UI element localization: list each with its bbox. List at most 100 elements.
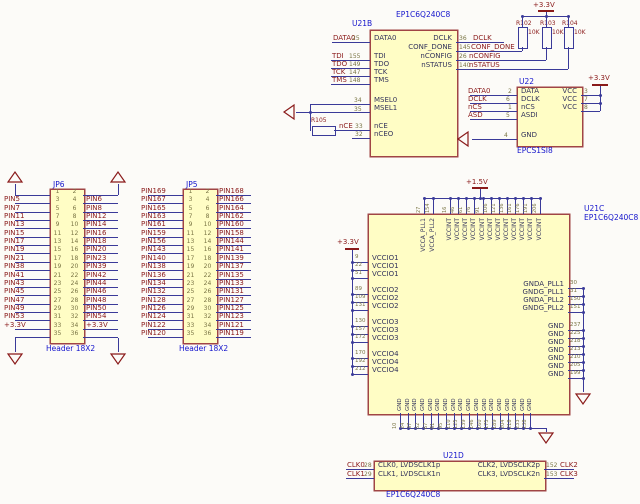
wire — [544, 478, 574, 479]
jp5-part-title: Header 18X2 — [179, 344, 229, 353]
pin-name: GND — [458, 398, 464, 411]
wire — [216, 245, 251, 246]
pin-number: 140 — [459, 62, 471, 69]
wire — [83, 320, 118, 321]
pin-name: GND — [527, 398, 533, 411]
wire — [568, 296, 583, 297]
wire — [352, 358, 368, 359]
net-label: PIN166 — [219, 195, 244, 203]
wire — [83, 228, 118, 229]
pin-name: VCC — [562, 87, 577, 95]
net-label: CLK0 — [347, 461, 365, 469]
junction-dot — [529, 196, 533, 200]
pin-number: 67 — [423, 422, 429, 429]
net-label: PIN20 — [86, 245, 107, 253]
header-pin-number: 33 — [53, 322, 62, 329]
pin-number: 9 — [355, 254, 359, 260]
wire — [424, 198, 425, 214]
ground-symbol-icon — [537, 432, 555, 445]
ground-symbol-icon — [6, 170, 24, 183]
wire — [83, 245, 118, 246]
u21d-part-title: EP1C6Q240C8 — [386, 490, 441, 499]
header-pin-number: 4 — [72, 196, 77, 203]
wire — [216, 237, 251, 238]
wire — [568, 378, 583, 379]
junction-dot — [483, 426, 487, 430]
pin-name: GND — [497, 398, 503, 411]
wire — [581, 111, 600, 112]
header-pin-number: 7 — [188, 213, 193, 220]
pin-number: 31 — [570, 288, 577, 294]
net-label: PIN143 — [141, 245, 166, 253]
net-label: PIN47 — [4, 296, 25, 304]
wire — [568, 16, 569, 27]
pin-name: DCLK — [521, 95, 540, 103]
wire — [474, 198, 475, 214]
wire — [491, 198, 492, 214]
wire — [83, 287, 118, 288]
header-pin-number: 18 — [70, 255, 79, 262]
junction-dot — [308, 110, 312, 114]
pin-name: GNDA_PLL1 — [523, 280, 564, 288]
wire — [540, 198, 541, 214]
header-pin-number: 35 — [186, 330, 195, 337]
net-label: CLK3 — [560, 470, 578, 478]
pin-number: 33 — [355, 123, 363, 130]
header-pin-number: 22 — [70, 272, 79, 279]
wire — [568, 338, 583, 339]
junction-dot — [581, 328, 585, 332]
wire — [15, 195, 50, 196]
wire — [310, 112, 370, 113]
header-pin-number: 13 — [186, 238, 195, 245]
wire — [352, 294, 368, 295]
net-label: PIN48 — [86, 296, 107, 304]
wire — [148, 320, 183, 321]
junction-dot — [467, 426, 471, 430]
pin-name: VCCINT — [519, 218, 526, 241]
u21c-power-15-label: +1.5V — [466, 178, 488, 186]
net-label: PIN128 — [141, 296, 166, 304]
wire — [470, 103, 517, 104]
net-label: PIN8 — [86, 204, 102, 212]
wire — [216, 262, 251, 263]
pin-number: 35 — [354, 106, 362, 113]
header-pin-number: 2 — [72, 188, 77, 195]
net-label: PIN138 — [141, 262, 166, 270]
u21c-part-title: EP1C6Q240C8 — [584, 213, 639, 222]
wire — [546, 47, 547, 60]
pin-name: GND — [397, 398, 403, 411]
pin-number: 106 — [483, 203, 489, 213]
pin-number: 213 — [570, 346, 581, 352]
net-label: PIN11 — [4, 212, 25, 220]
wire — [352, 374, 368, 375]
pin-number: 76 — [466, 206, 472, 213]
wire — [216, 287, 251, 288]
header-pin-number: 21 — [186, 272, 195, 279]
pin-number: 2 — [508, 88, 512, 95]
wire — [352, 278, 368, 279]
pin-number: 225 — [570, 330, 581, 336]
pin-number: 238 — [522, 419, 528, 429]
pin-name: VCCINT — [511, 218, 518, 241]
wire — [83, 212, 118, 213]
wire — [499, 198, 500, 214]
pin-name: nCEO — [374, 130, 394, 138]
wire — [148, 295, 183, 296]
pin-name: VCCIO4 — [372, 366, 399, 374]
header-pin-number: 18 — [203, 255, 212, 262]
net-label: PIN123 — [219, 312, 244, 320]
pin-number: 5 — [506, 112, 510, 119]
wire — [15, 228, 50, 229]
wire — [546, 16, 547, 27]
wire — [450, 198, 451, 214]
junction-dot — [521, 196, 525, 200]
header-pin-number: 22 — [203, 272, 212, 279]
wire — [568, 288, 583, 289]
net-label: nCS — [468, 103, 482, 111]
wire — [216, 337, 251, 338]
pin-number: 205 — [570, 362, 581, 368]
pin-number: 4 — [504, 132, 508, 139]
header-pin-number: 36 — [70, 330, 79, 337]
pin-name: VCC — [562, 95, 577, 103]
pin-number: 46 — [450, 206, 456, 213]
